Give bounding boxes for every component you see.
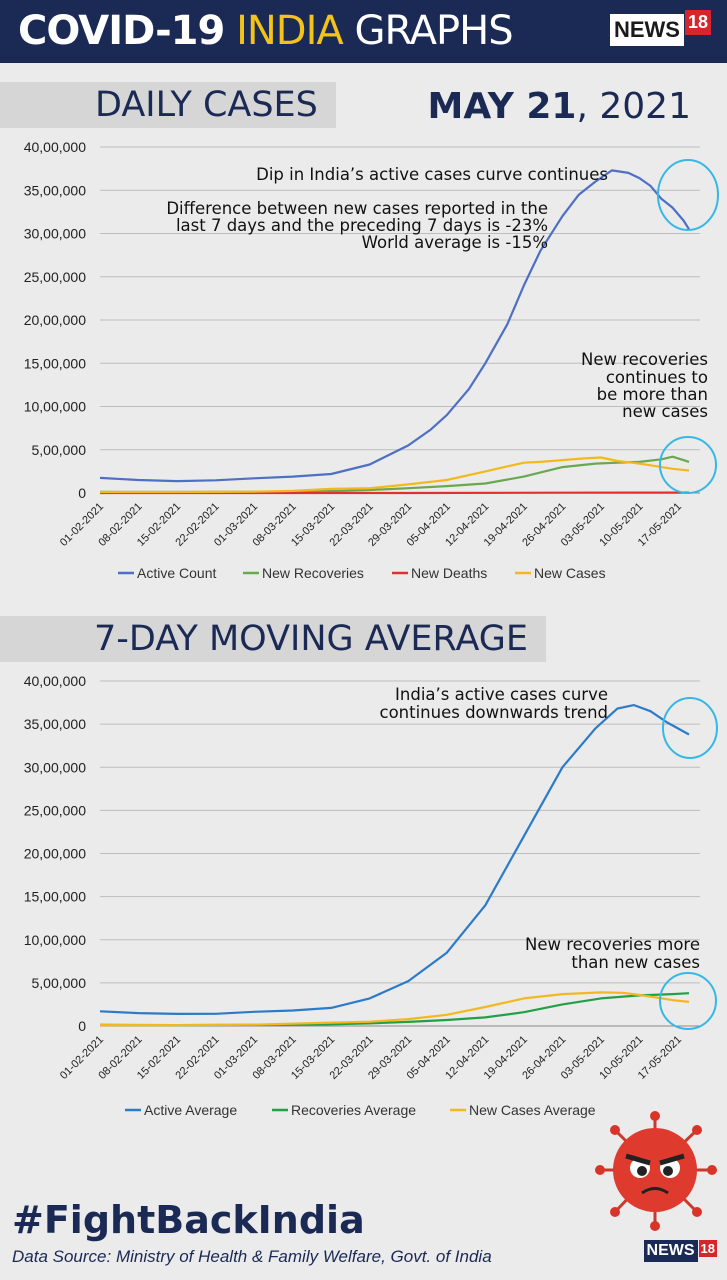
legend-label: Active Average	[144, 1102, 237, 1118]
annotation-text: India’s active cases curve	[395, 685, 608, 704]
annotation-text: Dip in India’s active cases curve contin…	[256, 165, 608, 184]
footer-logo-number: 18	[698, 1240, 717, 1257]
section-title-moving-average: 7-DAY MOVING AVERAGE	[0, 616, 547, 662]
series-line-new-cases	[100, 456, 690, 494]
title-part-covid: COVID-19	[18, 8, 225, 54]
title-part-india: INDIA	[236, 8, 344, 54]
legend-label: New Cases	[534, 565, 606, 581]
report-date: MAY 21, 2021	[428, 86, 691, 127]
series-line-active-count	[99, 169, 690, 483]
footer-logo-text: NEWS	[643, 1240, 698, 1262]
virus-mascot-icon	[595, 1111, 717, 1231]
y-tick-label: 25,00,000	[24, 269, 86, 285]
annotation-text: New recoveries more	[525, 935, 700, 954]
annotation-text: new cases	[622, 402, 708, 421]
y-tick-label: 15,00,000	[24, 355, 86, 371]
legend-label: New Recoveries	[262, 565, 364, 581]
annotation-text: New recoveries	[581, 350, 708, 369]
y-tick-label: 0	[78, 1018, 86, 1034]
y-tick-label: 35,00,000	[24, 182, 86, 198]
y-tick-label: 5,00,000	[32, 442, 87, 458]
news18-footer-logo: NEWS 18	[643, 1240, 717, 1262]
y-tick-label: 30,00,000	[24, 226, 86, 242]
series-line-active-average	[99, 704, 690, 1015]
legend-label: New Cases Average	[469, 1102, 596, 1118]
highlight-circle	[657, 159, 719, 231]
y-tick-label: 40,00,000	[24, 139, 86, 155]
annotation-text: than new cases	[571, 953, 700, 972]
annotation-text: last 7 days and the preceding 7 days is …	[176, 216, 548, 235]
moving-average-chart: 0 5,00,000 10,00,000 15,00,000 20,00,000 25,0…	[24, 673, 718, 1118]
legend-label: New Deaths	[411, 565, 487, 581]
logo-number: 18	[684, 10, 711, 35]
annotation-text: be more than	[597, 385, 708, 404]
page-title: COVID-19 INDIA GRAPHS	[18, 8, 514, 54]
y-tick-label: 5,00,000	[32, 975, 87, 991]
y-tick-label: 10,00,000	[24, 399, 86, 415]
y-tick-label: 30,00,000	[24, 759, 86, 775]
y-tick-label: 0	[78, 485, 86, 501]
section-title-daily: DAILY CASES	[0, 82, 336, 128]
date-bold: MAY 21	[427, 86, 577, 127]
highlight-circle	[659, 436, 717, 494]
news18-logo: NEWS 18	[609, 10, 711, 50]
annotation-text: continues downwards trend	[380, 703, 609, 722]
annotation-text: World average is -15%	[362, 233, 548, 252]
y-tick-label: 15,00,000	[24, 889, 86, 905]
annotation-text: Difference between new cases reported in…	[166, 199, 548, 218]
y-tick-label: 25,00,000	[24, 802, 86, 818]
y-tick-label: 20,00,000	[24, 312, 86, 328]
date-year: , 2021	[576, 86, 691, 127]
highlight-circle	[662, 697, 718, 759]
logo-text: NEWS	[609, 14, 684, 46]
hashtag: #FightBackIndia	[12, 1198, 365, 1242]
header-bar: COVID-19 INDIA GRAPHS NEWS 18	[0, 0, 727, 63]
y-tick-label: 40,00,000	[24, 673, 86, 689]
y-tick-label: 20,00,000	[24, 846, 86, 862]
title-part-graphs: GRAPHS	[354, 8, 513, 54]
data-source: Data Source: Ministry of Health & Family…	[12, 1247, 492, 1266]
legend-label: Recoveries Average	[291, 1102, 416, 1118]
y-tick-label: 35,00,000	[24, 716, 86, 732]
y-tick-label: 10,00,000	[24, 932, 86, 948]
highlight-circle	[659, 972, 717, 1030]
legend-label: Active Count	[137, 565, 216, 581]
annotation-text: continues to	[606, 368, 708, 387]
series-line-new-cases-average	[100, 991, 690, 1027]
daily-cases-chart: 0 5,00,000 10,00,000 15,00,000 20,00,000 25,0…	[24, 139, 719, 581]
